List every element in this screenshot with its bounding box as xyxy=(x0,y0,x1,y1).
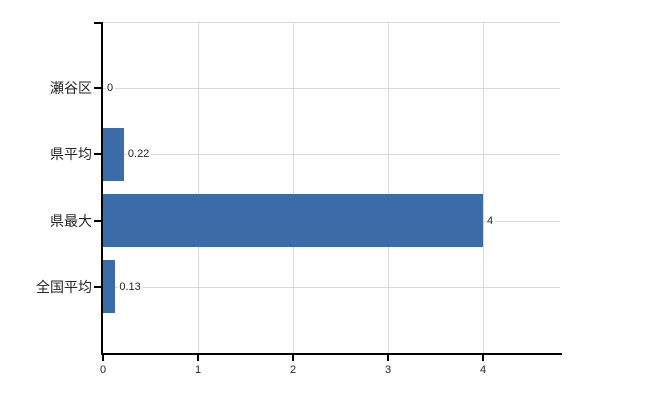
gridline-vertical xyxy=(198,23,199,353)
x-axis-tick xyxy=(292,355,295,361)
x-tick-label: 1 xyxy=(194,364,202,376)
category-label: 県最大 xyxy=(50,212,92,229)
x-axis-tick xyxy=(482,355,485,361)
category-label: 県平均 xyxy=(50,146,92,163)
x-tick-label: 0 xyxy=(99,364,107,376)
x-axis xyxy=(101,353,562,355)
gridline-horizontal xyxy=(103,154,560,156)
gridline-horizontal xyxy=(103,88,560,90)
bar-value-label: 4 xyxy=(486,212,496,229)
bar-value-label: 0.22 xyxy=(126,146,152,163)
x-axis-tick xyxy=(197,355,199,361)
gridline-vertical xyxy=(293,23,295,353)
bar xyxy=(103,194,484,248)
bar-value-label: 0.13 xyxy=(118,278,143,295)
x-tick-label: 2 xyxy=(289,364,297,376)
gridline-horizontal xyxy=(103,286,560,288)
y-axis-tick xyxy=(94,153,103,156)
bar xyxy=(103,260,116,314)
plot-top-border xyxy=(103,22,560,23)
category-label: 全国平均 xyxy=(36,278,92,295)
y-axis-tick xyxy=(94,219,103,222)
gridline-vertical xyxy=(388,23,390,353)
x-axis-tick xyxy=(102,355,104,361)
category-label: 瀬谷区 xyxy=(50,80,92,97)
gridline-vertical xyxy=(483,23,485,353)
y-axis xyxy=(101,22,103,355)
bar xyxy=(103,127,124,181)
y-axis-tick xyxy=(94,87,103,90)
bar-value-label: 0 xyxy=(106,80,116,97)
x-tick-label: 3 xyxy=(384,364,392,376)
x-tick-label: 4 xyxy=(479,364,487,376)
y-axis-end-tick xyxy=(94,22,103,24)
x-axis-tick xyxy=(387,355,390,361)
y-axis-tick xyxy=(94,285,103,288)
